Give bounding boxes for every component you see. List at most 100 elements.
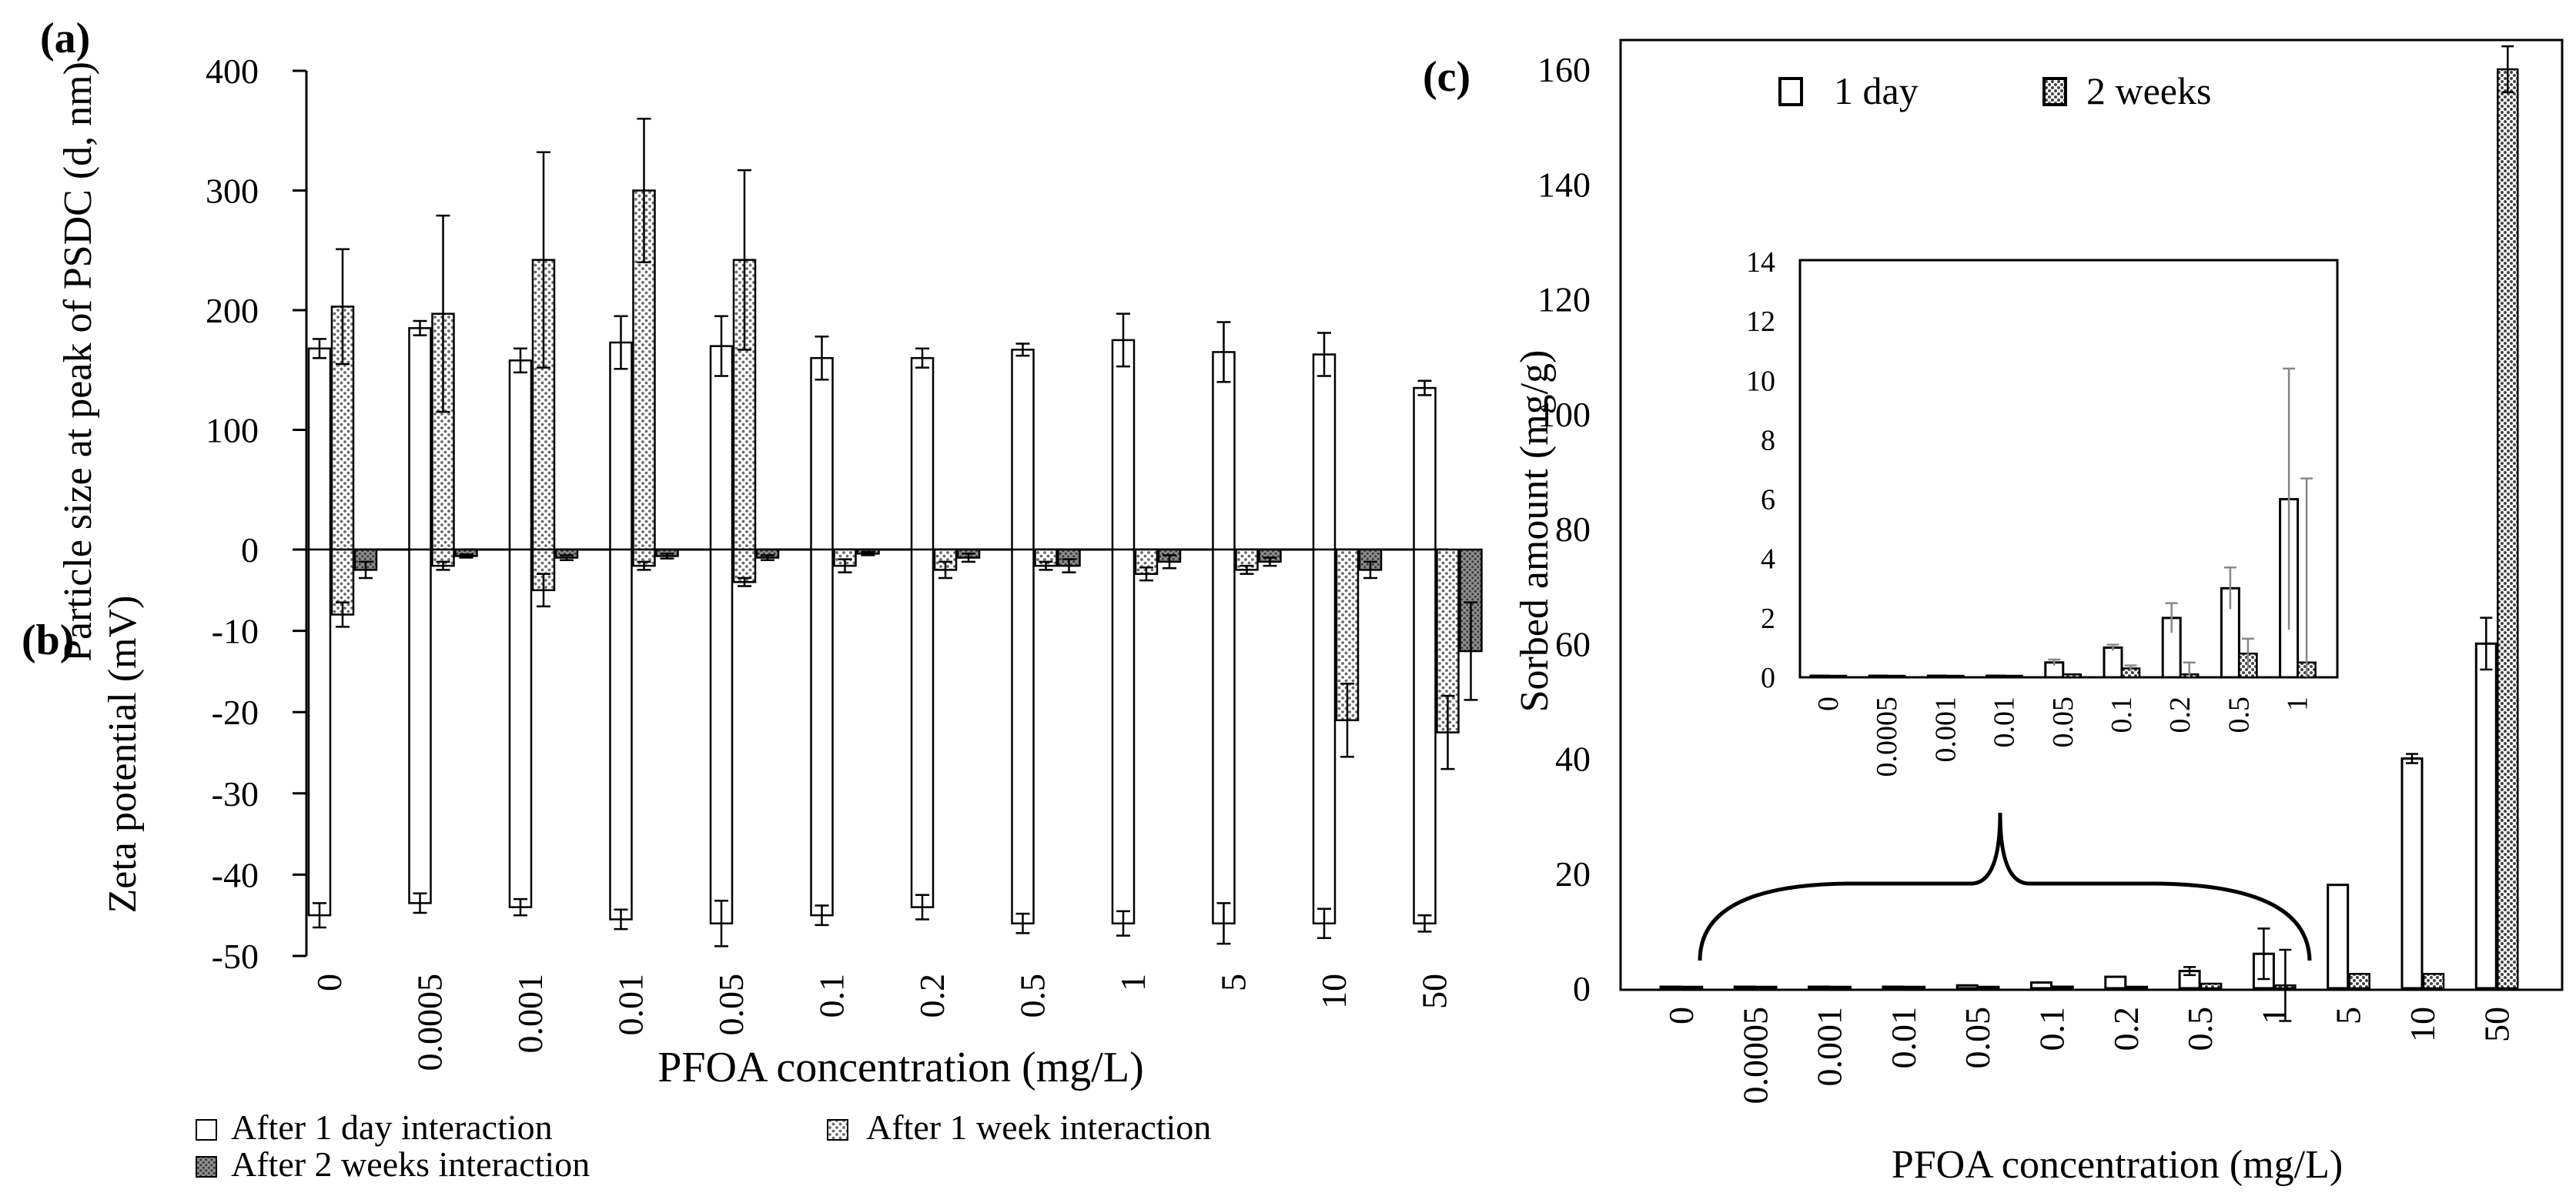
x-tick-label-ab: 0.2 [912, 974, 952, 1018]
bar-c-1day [1882, 985, 1905, 990]
y-tick-label-a: 200 [206, 291, 259, 330]
x-tick-label-ab: 0.05 [711, 974, 751, 1036]
y-axis-label-particle-size: Particle size at peak of PSDC (d, nm) [56, 62, 100, 662]
x-tick-label-ab: 1 [1113, 974, 1153, 991]
panel-label-c: (c) [1423, 53, 1470, 101]
y-tick-label-c: 20 [1555, 854, 1591, 894]
bar-a-1day [1212, 351, 1236, 551]
bar-b-1day [1413, 548, 1437, 925]
bar-b-1day [910, 548, 935, 908]
bar-a-1day [1312, 353, 1337, 551]
inset-x-tick-label: 0.05 [2047, 697, 2079, 748]
inset-bar-2weeks [2062, 673, 2083, 679]
inset-bar-1day [1809, 674, 1830, 679]
x-tick-label-c: 0.05 [1958, 1007, 1997, 1069]
inset-bar-2weeks [1827, 674, 1848, 679]
bar-a-1day [508, 359, 533, 551]
bar-c-1day [1955, 984, 1979, 990]
x-tick-label-c: 0.5 [2180, 1007, 2220, 1051]
y-tick-label-c: 120 [1537, 280, 1591, 319]
y-tick-label-c: 80 [1555, 510, 1591, 549]
legend-c-swatch-1day [1778, 77, 1803, 106]
y-tick-label-c: 60 [1555, 624, 1591, 663]
bar-b-1day [1312, 548, 1337, 925]
bar-c-1day [1733, 985, 1756, 990]
x-axis-label-c: PFOA concentration (mg/L) [1892, 1143, 2343, 1187]
legend-label-2weeks: After 2 weeks interaction [231, 1145, 590, 1184]
bar-a-1day [810, 356, 834, 551]
bar-c-2weeks [1977, 985, 2000, 990]
bar-c-1day [1808, 985, 1831, 990]
x-tick-label-ab: 0 [309, 974, 349, 991]
panel-label-a: (a) [40, 15, 90, 62]
inset-x-tick-label: 0.001 [1929, 697, 1962, 763]
y-tick-label-a: 400 [206, 52, 259, 91]
inset-y-tick-label: 14 [1746, 246, 1775, 279]
inset-y-tick-label: 4 [1761, 543, 1775, 576]
y-tick-label-b: 0 [241, 530, 259, 570]
inset-x-tick-label: 0.5 [2223, 697, 2255, 733]
y-tick-label-b: -10 [212, 612, 259, 651]
x-tick-label-ab: 5 [1214, 974, 1253, 991]
x-tick-label-c: 1 [2254, 1007, 2293, 1024]
bar-a-1day [910, 356, 935, 551]
y-tick-label-c: 160 [1537, 50, 1591, 89]
x-tick-label-ab: 50 [1415, 974, 1454, 1009]
inset-x-tick-label: 1 [2282, 697, 2314, 711]
inset-bar-2weeks [1945, 674, 1965, 679]
bar-a-1day [408, 327, 432, 551]
y-tick-label-c: 40 [1555, 740, 1591, 779]
x-tick-label-ab: 0.1 [812, 974, 851, 1018]
legend-c: 1 day 2 weeks [1778, 69, 2211, 112]
bar-a-1day [1413, 386, 1437, 551]
bar-c-2weeks [2200, 982, 2223, 990]
legend-swatch-1day [196, 1119, 217, 1141]
x-tick-label-ab: 0.01 [611, 974, 651, 1036]
inset-brace [1698, 812, 2312, 961]
inset-x-tick-label: 0.2 [2164, 697, 2196, 733]
y-tick-label-b: -30 [212, 774, 259, 814]
x-tick-label-c: 0 [1661, 1007, 1701, 1024]
x-tick-label-c: 10 [2403, 1007, 2442, 1042]
y-tick-label-a: 300 [206, 172, 259, 211]
inset-x-tick-label: 0.0005 [1871, 697, 1903, 777]
x-tick-label-ab: 10 [1314, 974, 1353, 1009]
x-tick-label-c: 50 [2477, 1007, 2516, 1042]
legend-swatch-2weeks [196, 1156, 217, 1178]
bar-c-2weeks [2497, 68, 2519, 990]
bar-b-1day [1011, 548, 1035, 925]
bar-c-1day [2327, 884, 2350, 990]
bar-c-2weeks [1755, 985, 1778, 990]
inset-frame [1798, 259, 2339, 679]
inset-y-tick-label: 10 [1746, 365, 1775, 397]
bar-b-1day [1111, 548, 1136, 925]
legend-swatch-1week [827, 1119, 848, 1141]
bar-c-2weeks [1829, 985, 1852, 990]
legend-label-1day: After 1 day interaction [231, 1108, 553, 1147]
bar-a-1day [1011, 349, 1035, 551]
bar-b-1day [709, 548, 734, 925]
bar-b-1day [307, 548, 332, 917]
x-tick-label-ab: 0.001 [510, 974, 550, 1054]
inset-x-tick-label: 0.1 [2106, 697, 2138, 733]
inset-bar-2weeks [2003, 674, 2023, 679]
bar-b-1day [408, 548, 432, 904]
y-tick-label-b: -50 [212, 937, 259, 976]
x-tick-label-c: 0.001 [1810, 1007, 1849, 1087]
legend-label-1week: After 1 week interaction [866, 1108, 1211, 1147]
bar-b-1day [609, 548, 633, 921]
inset-x-tick-label: 0.01 [1989, 697, 2021, 748]
bar-b-1day [1212, 548, 1236, 925]
x-tick-label-c: 0.01 [1884, 1007, 1923, 1069]
bar-c-2weeks [1903, 985, 1926, 990]
chart-c-inset: 0 2 4 6 8 10 12 14 0 0.0005 0.001 0.01 0.05 0.1 0.2 0.5… [1746, 246, 2317, 777]
inset-bar-2weeks [1885, 674, 1906, 679]
bar-c-2weeks [2126, 985, 2149, 990]
bar-c-2weeks [1681, 985, 1704, 990]
bar-c-1day [2474, 642, 2497, 990]
y-tick-label-c: 140 [1537, 165, 1591, 204]
bar-c-1day [2030, 981, 2052, 990]
legend-c-label-2weeks: 2 weeks [2086, 69, 2211, 112]
x-tick-label-c: 0.2 [2106, 1007, 2146, 1051]
